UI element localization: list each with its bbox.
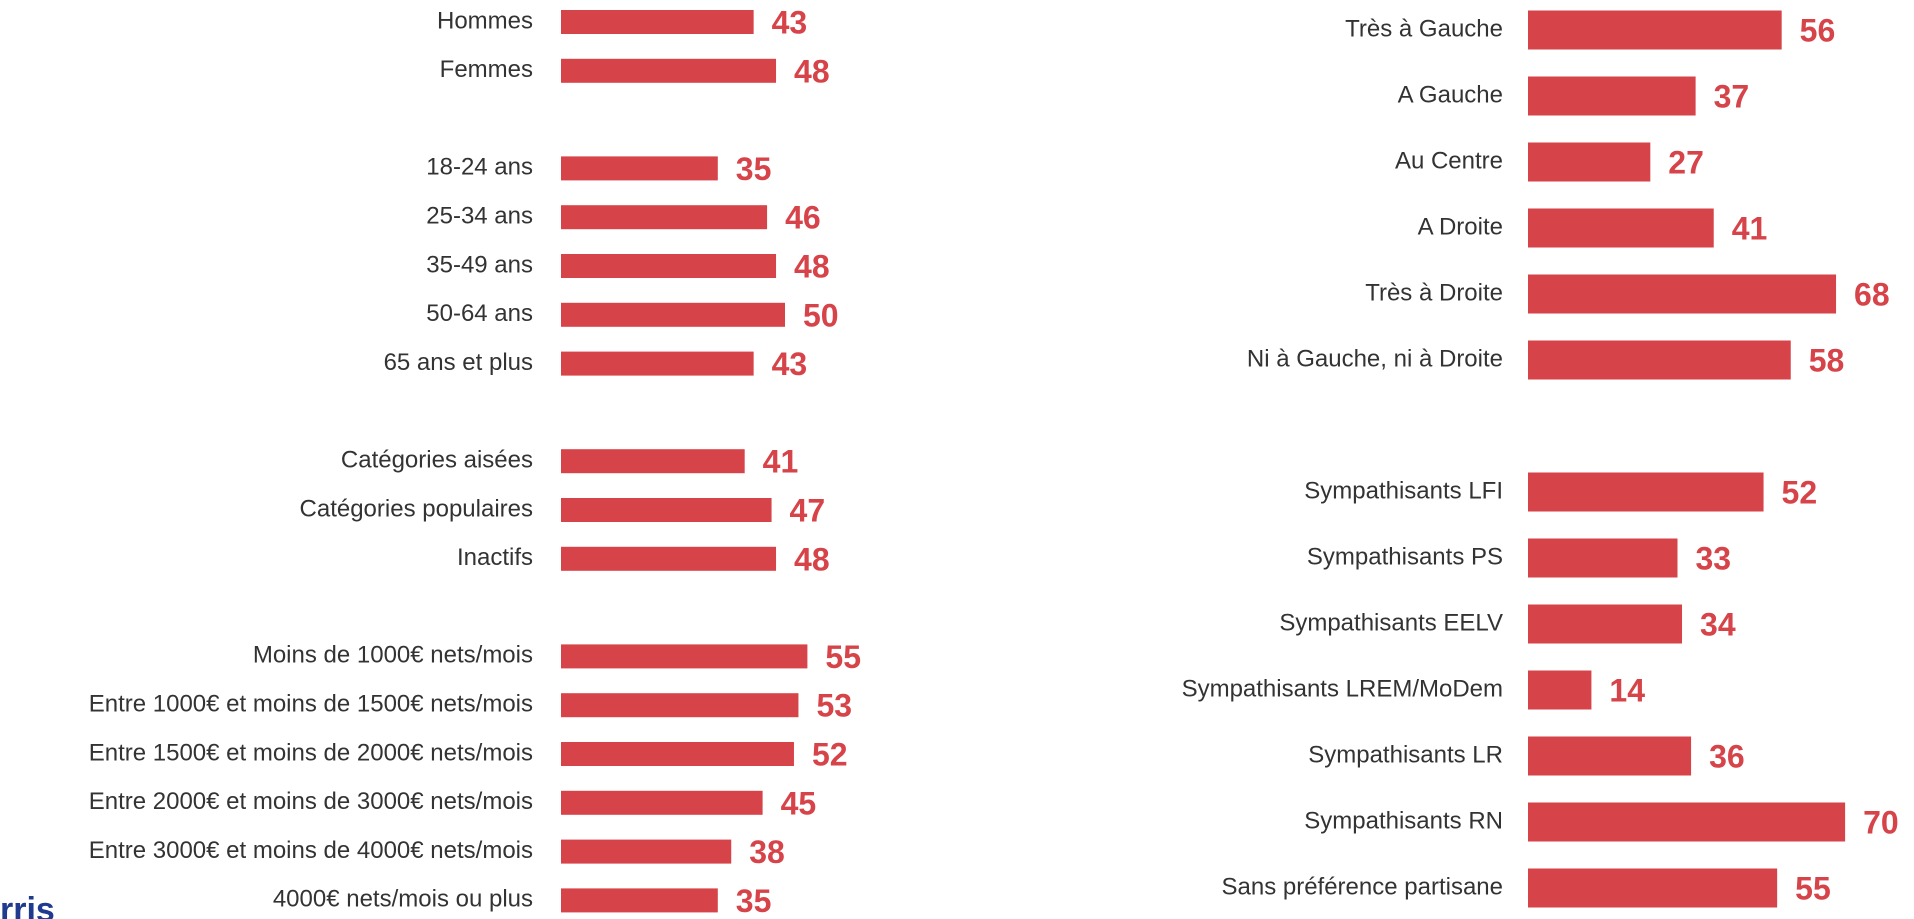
bar (561, 888, 718, 913)
category-label: Sympathisants LR (1308, 741, 1503, 768)
bar (561, 693, 799, 718)
value-label: 46 (785, 200, 821, 236)
bar (1528, 472, 1764, 512)
category-label: 25-34 ans (426, 203, 533, 230)
category-label: Catégories populaires (300, 495, 533, 522)
bar (561, 546, 777, 571)
bar (1528, 76, 1696, 116)
value-label: 43 (772, 4, 808, 40)
category-label: Moins de 1000€ nets/mois (253, 642, 533, 669)
bar (1528, 538, 1678, 578)
value-label: 55 (825, 639, 861, 675)
value-label: 35 (736, 883, 772, 919)
category-label: 50-64 ans (426, 300, 533, 327)
category-label: A Gauche (1398, 81, 1503, 108)
bar (561, 205, 768, 230)
category-label: Inactifs (457, 544, 533, 571)
value-label: 70 (1863, 804, 1899, 840)
bar (561, 351, 754, 376)
value-label: 43 (772, 346, 808, 382)
category-label: Entre 1500€ et moins de 2000€ nets/mois (89, 739, 533, 766)
logo: rris (0, 891, 55, 919)
value-label: 48 (794, 248, 830, 284)
value-label: 33 (1695, 540, 1731, 576)
value-label: 68 (1854, 276, 1890, 312)
category-label: Entre 1000€ et moins de 1500€ nets/mois (89, 691, 533, 718)
bar (561, 742, 794, 766)
category-label: Très à Droite (1365, 279, 1503, 306)
category-label: Femmes (440, 56, 533, 83)
category-label: Entre 2000€ et moins de 3000€ nets/mois (89, 788, 533, 815)
category-label: Sympathisants LREM/MoDem (1182, 675, 1503, 702)
bar (1528, 208, 1714, 248)
category-label: Sympathisants LFI (1304, 477, 1503, 504)
bar (1528, 604, 1683, 644)
value-label: 52 (812, 736, 848, 772)
category-label: Très à Gauche (1345, 15, 1503, 42)
bar (1528, 142, 1651, 182)
category-label: Sympathisants RN (1304, 807, 1503, 834)
bar (1528, 868, 1778, 908)
value-label: 37 (1714, 78, 1750, 114)
category-label: Hommes (437, 7, 533, 34)
category-label: 35-49 ans (426, 251, 533, 278)
value-label: 35 (736, 151, 772, 187)
value-label: 36 (1709, 738, 1745, 774)
bar (561, 790, 763, 815)
bar (1528, 736, 1692, 776)
bar (561, 10, 754, 34)
value-label: 52 (1782, 474, 1818, 510)
category-label: 65 ans et plus (384, 349, 533, 376)
value-label: 41 (1732, 210, 1768, 246)
bar (1528, 802, 1846, 842)
value-label: 56 (1800, 12, 1836, 48)
category-label: Sans préférence partisane (1221, 873, 1503, 900)
bar (561, 449, 745, 474)
bar (561, 302, 785, 327)
value-label: 41 (763, 444, 799, 480)
bar (561, 498, 772, 522)
value-label: 45 (781, 785, 817, 821)
category-label: Sympathisants PS (1307, 543, 1503, 570)
value-label: 34 (1700, 606, 1736, 642)
value-label: 14 (1609, 672, 1645, 708)
value-label: 58 (1809, 342, 1845, 378)
category-label: Catégories aisées (341, 447, 533, 474)
category-label: Entre 3000€ et moins de 4000€ nets/mois (89, 837, 533, 864)
category-label: 18-24 ans (426, 154, 533, 181)
bar (561, 254, 777, 278)
category-label: Ni à Gauche, ni à Droite (1247, 345, 1503, 372)
value-label: 50 (803, 297, 839, 333)
category-label: Sympathisants EELV (1279, 609, 1503, 636)
bar (561, 156, 718, 181)
bar (1528, 340, 1791, 380)
bar (561, 644, 808, 669)
bar (561, 58, 777, 83)
bar (561, 839, 732, 864)
bar (1528, 10, 1782, 50)
value-label: 53 (816, 688, 852, 724)
category-label: Au Centre (1395, 147, 1503, 174)
category-label: 4000€ nets/mois ou plus (273, 886, 533, 913)
bar (1528, 274, 1837, 314)
value-label: 48 (794, 541, 830, 577)
value-label: 48 (794, 53, 830, 89)
category-label: A Droite (1418, 213, 1503, 240)
value-label: 47 (790, 492, 826, 528)
value-label: 38 (749, 834, 785, 870)
value-label: 27 (1668, 144, 1704, 180)
value-label: 55 (1795, 870, 1831, 906)
bar (1528, 670, 1592, 710)
